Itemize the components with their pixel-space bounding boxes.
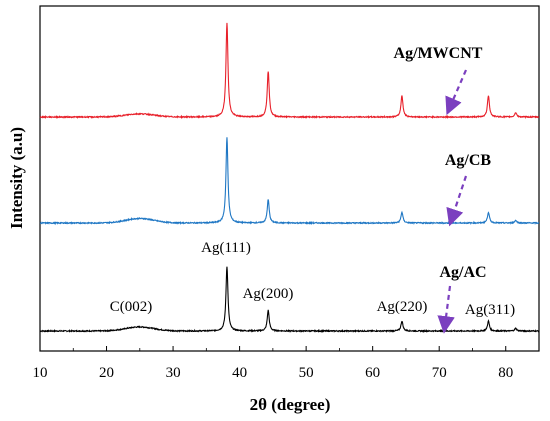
x-tick-label: 60 bbox=[365, 365, 380, 381]
x-tick-label: 50 bbox=[299, 365, 314, 381]
x-tick-label: 40 bbox=[232, 365, 247, 381]
arrow-ag-cb bbox=[446, 175, 468, 227]
sample-label-ag-ac: Ag/AC bbox=[439, 264, 486, 281]
peak-label-ag220: Ag(220) bbox=[377, 299, 428, 315]
peak-label-ag200: Ag(200) bbox=[243, 286, 294, 302]
x-tick-label: 30 bbox=[166, 365, 181, 381]
sample-label-ag-cb: Ag/CB bbox=[445, 152, 492, 169]
series-line-ag-mwcnt bbox=[39, 22, 540, 120]
arrow-ag-ac bbox=[437, 285, 455, 334]
arrow-ag-mwcnt bbox=[445, 69, 468, 116]
x-tick-label: 10 bbox=[33, 365, 48, 381]
plot-frame bbox=[39, 5, 540, 352]
sample-label-ag-mwcnt: Ag/MWCNT bbox=[394, 45, 483, 62]
peak-label-c002: C(002) bbox=[110, 299, 153, 315]
peak-label-ag311: Ag(311) bbox=[465, 302, 515, 318]
x-tick-label: 20 bbox=[99, 365, 114, 381]
x-tick-label: 70 bbox=[432, 365, 447, 381]
x-axis-ticks: 10 20 30 40 50 60 70 80 bbox=[33, 346, 513, 381]
peak-label-ag111: Ag(111) bbox=[201, 240, 251, 256]
y-axis-title: Intensity (a.u) bbox=[7, 127, 26, 229]
x-axis-title: 2θ (degree) bbox=[250, 395, 331, 414]
x-tick-label: 80 bbox=[498, 365, 513, 381]
series-line-ag-ac bbox=[39, 266, 540, 334]
